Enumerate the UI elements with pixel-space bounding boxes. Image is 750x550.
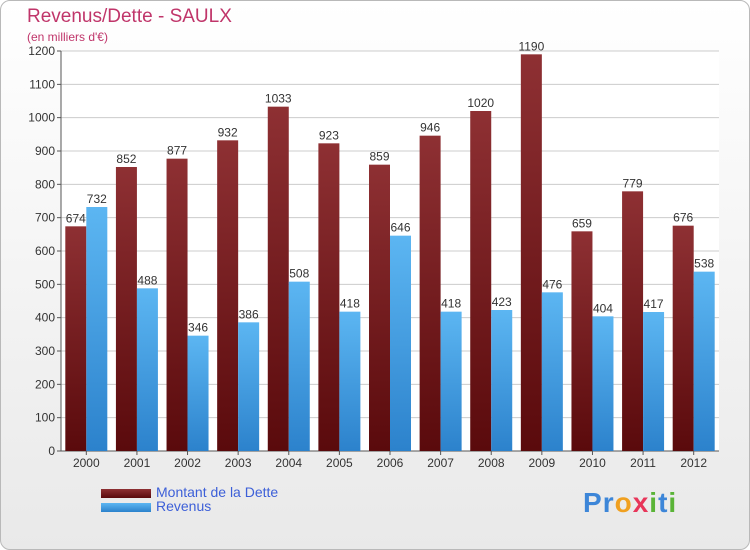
bar-debt — [318, 143, 340, 452]
chart-subtitle: (en milliers d'€) — [27, 30, 108, 44]
bar-debt — [217, 140, 239, 452]
bar-revenus — [339, 311, 361, 451]
data-label-debt: 659 — [572, 216, 592, 230]
x-tick-label: 2002 — [174, 456, 201, 470]
proxiti-logo: Proxiti — [583, 487, 677, 519]
data-label-revenus: 417 — [644, 297, 664, 311]
data-label-revenus: 404 — [593, 301, 613, 315]
data-label-revenus: 538 — [694, 257, 714, 271]
data-label-revenus: 346 — [188, 321, 208, 335]
data-label-debt: 1020 — [467, 96, 494, 110]
x-tick-label: 2001 — [124, 456, 151, 470]
bar-revenus — [592, 316, 614, 451]
bar-revenus — [86, 207, 108, 451]
data-label-debt: 946 — [420, 121, 440, 135]
y-tick-label: 0 — [48, 444, 55, 458]
y-tick-label: 400 — [35, 311, 55, 325]
x-tick-label: 2005 — [326, 456, 353, 470]
logo-letter: i — [649, 487, 659, 518]
logo-letter: P — [583, 487, 603, 518]
y-tick-label: 200 — [35, 377, 55, 391]
y-tick-label: 1100 — [29, 77, 55, 91]
data-label-debt: 923 — [319, 128, 339, 142]
data-label-debt: 1190 — [518, 39, 544, 53]
logo-letter: r — [602, 487, 615, 518]
x-tick-label: 2003 — [225, 456, 252, 470]
data-label-debt: 779 — [623, 176, 643, 190]
data-label-debt: 859 — [369, 150, 389, 164]
x-tick-label: 2006 — [377, 456, 404, 470]
bar-debt — [470, 111, 492, 451]
bar-revenus — [187, 335, 209, 451]
data-label-revenus: 508 — [289, 267, 309, 281]
data-label-debt: 676 — [673, 211, 693, 225]
legend-label-debt: Montant de la Dette — [156, 484, 279, 500]
y-tick-label: 300 — [35, 344, 55, 358]
data-label-debt: 932 — [218, 125, 238, 139]
bar-revenus — [693, 271, 715, 451]
legend-swatch-debt — [101, 489, 151, 498]
data-label-debt: 877 — [167, 144, 187, 158]
logo-letter: t — [658, 487, 669, 518]
chart-title: Revenus/Dette - SAULX — [27, 6, 232, 27]
data-label-debt: 674 — [66, 211, 86, 225]
bar-revenus — [390, 235, 411, 451]
bar-revenus — [491, 310, 513, 451]
y-tick-label: 1200 — [28, 44, 55, 58]
x-tick-label: 2012 — [680, 456, 707, 470]
bar-debt — [520, 54, 542, 451]
bar-debt — [166, 158, 188, 451]
y-tick-label: 500 — [35, 277, 55, 291]
bar-debt — [115, 167, 137, 451]
bar-debt — [419, 135, 441, 451]
y-tick-label: 800 — [35, 177, 55, 191]
bar-revenus — [440, 311, 462, 451]
bar-debt — [369, 164, 390, 451]
logo-letter: i — [668, 487, 678, 518]
data-label-revenus: 732 — [87, 192, 107, 206]
bar-debt — [571, 231, 593, 451]
data-label-revenus: 646 — [390, 221, 410, 235]
bar-debt — [672, 225, 694, 451]
y-tick-label: 700 — [35, 211, 55, 225]
x-tick-label: 2011 — [630, 456, 656, 470]
y-tick-label: 1000 — [28, 111, 55, 125]
bar-revenus — [643, 312, 665, 451]
x-tick-label: 2007 — [427, 456, 454, 470]
logo-letter: x — [632, 487, 650, 518]
bar-revenus — [136, 288, 158, 451]
data-label-debt: 852 — [116, 152, 136, 166]
legend-label-revenus: Revenus — [156, 498, 212, 514]
x-tick-label: 2009 — [528, 456, 555, 470]
bar-revenus — [541, 292, 563, 451]
data-label-revenus: 418 — [441, 297, 461, 311]
y-tick-label: 900 — [35, 144, 55, 158]
x-tick-label: 2004 — [275, 456, 302, 470]
y-tick-label: 100 — [35, 411, 55, 425]
data-label-revenus: 418 — [340, 297, 360, 311]
data-label-revenus: 423 — [492, 295, 512, 309]
bar-debt — [65, 226, 87, 451]
x-tick-label: 2010 — [579, 456, 606, 470]
x-tick-label: 2008 — [478, 456, 505, 470]
data-label-revenus: 488 — [137, 273, 157, 287]
data-label-debt: 1033 — [265, 92, 292, 106]
data-label-revenus: 476 — [542, 277, 562, 291]
bar-revenus — [288, 281, 310, 451]
bar-debt — [267, 106, 289, 452]
logo-letter: o — [614, 487, 633, 518]
data-label-revenus: 386 — [239, 307, 259, 321]
x-tick-label: 2000 — [73, 456, 100, 470]
legend-swatch-revenus — [101, 503, 151, 512]
bar-revenus — [238, 322, 260, 451]
y-tick-label: 600 — [35, 244, 55, 258]
bar-debt — [622, 191, 644, 452]
